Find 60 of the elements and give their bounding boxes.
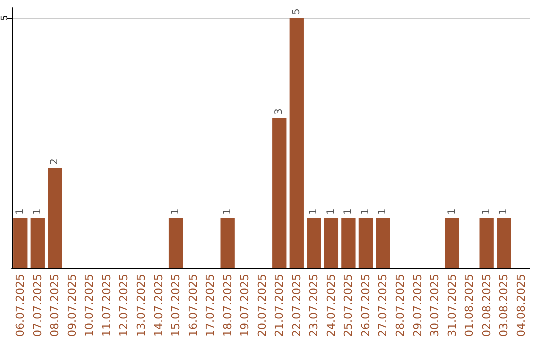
data-label: 1 — [15, 208, 26, 216]
bar — [342, 218, 356, 268]
x-tick-label: 24.07.2025 — [324, 274, 338, 338]
x-tick-label: 22.07.2025 — [290, 274, 304, 338]
data-label: 1 — [446, 208, 458, 216]
x-tick-label: 29.07.2025 — [411, 274, 424, 338]
x-tick-label: 12.07.2025 — [118, 274, 131, 338]
x-tick-label: 26.07.2025 — [359, 274, 372, 338]
bar — [168, 218, 184, 268]
bar — [290, 18, 304, 268]
x-tick-label: 30.07.2025 — [428, 274, 442, 338]
data-label: 2 — [50, 158, 61, 166]
bar — [445, 218, 460, 268]
data-label: 1 — [498, 208, 510, 216]
data-label: 1 — [308, 208, 320, 216]
x-tick-label: 10.07.2025 — [83, 274, 96, 338]
bar — [358, 218, 374, 268]
x-tick-label: 11.07.2025 — [100, 274, 114, 338]
x-tick-label: 18.07.2025 — [221, 274, 234, 338]
bar — [14, 218, 28, 268]
x-tick-label: 04.08.2025 — [514, 274, 528, 338]
bar — [30, 218, 45, 268]
bar — [376, 218, 390, 268]
bar — [220, 218, 235, 268]
data-label: 3 — [274, 108, 286, 116]
x-tick-label: 20.07.2025 — [256, 274, 269, 338]
data-label: 1 — [378, 208, 389, 216]
x-tick-label: 07.07.2025 — [31, 274, 44, 338]
bar — [324, 218, 339, 268]
x-tick-label: 21.07.2025 — [273, 274, 286, 338]
x-tick-label: 13.07.2025 — [135, 274, 148, 338]
x-tick-label: 28.07.2025 — [394, 274, 407, 338]
data-label: 1 — [326, 208, 337, 216]
data-label: 1 — [170, 208, 182, 216]
data-label: 1 — [32, 208, 44, 216]
x-tick-label: 27.07.2025 — [376, 274, 390, 338]
x-tick-label: 01.08.2025 — [463, 274, 476, 338]
data-label: 1 — [222, 208, 234, 216]
bar — [307, 218, 322, 268]
bar — [48, 168, 62, 268]
x-tick-label: 16.07.2025 — [186, 274, 200, 338]
x-tick-label: 06.07.2025 — [14, 274, 28, 338]
x-tick-label: 15.07.2025 — [170, 274, 183, 338]
data-label: 1 — [481, 208, 492, 216]
x-tick-label: 03.08.2025 — [498, 274, 511, 338]
data-label: 5 — [291, 8, 302, 15]
x-tick-label: 23.07.2025 — [308, 274, 321, 338]
bar — [480, 218, 494, 268]
bar — [497, 218, 512, 268]
data-label: 1 — [343, 208, 354, 216]
x-tick-label: 19.07.2025 — [238, 274, 252, 338]
x-tick-label: 31.07.2025 — [446, 274, 459, 338]
x-tick-label: 14.07.2025 — [152, 274, 166, 338]
data-label: 1 — [360, 208, 372, 216]
x-tick-label: 09.07.2025 — [66, 274, 79, 338]
x-tick-label: 17.07.2025 — [204, 274, 218, 338]
x-tick-label: 08.07.2025 — [48, 274, 62, 338]
bar — [272, 118, 287, 268]
x-tick-label: 25.07.2025 — [342, 274, 356, 338]
x-tick-label: 02.08.2025 — [480, 274, 494, 338]
